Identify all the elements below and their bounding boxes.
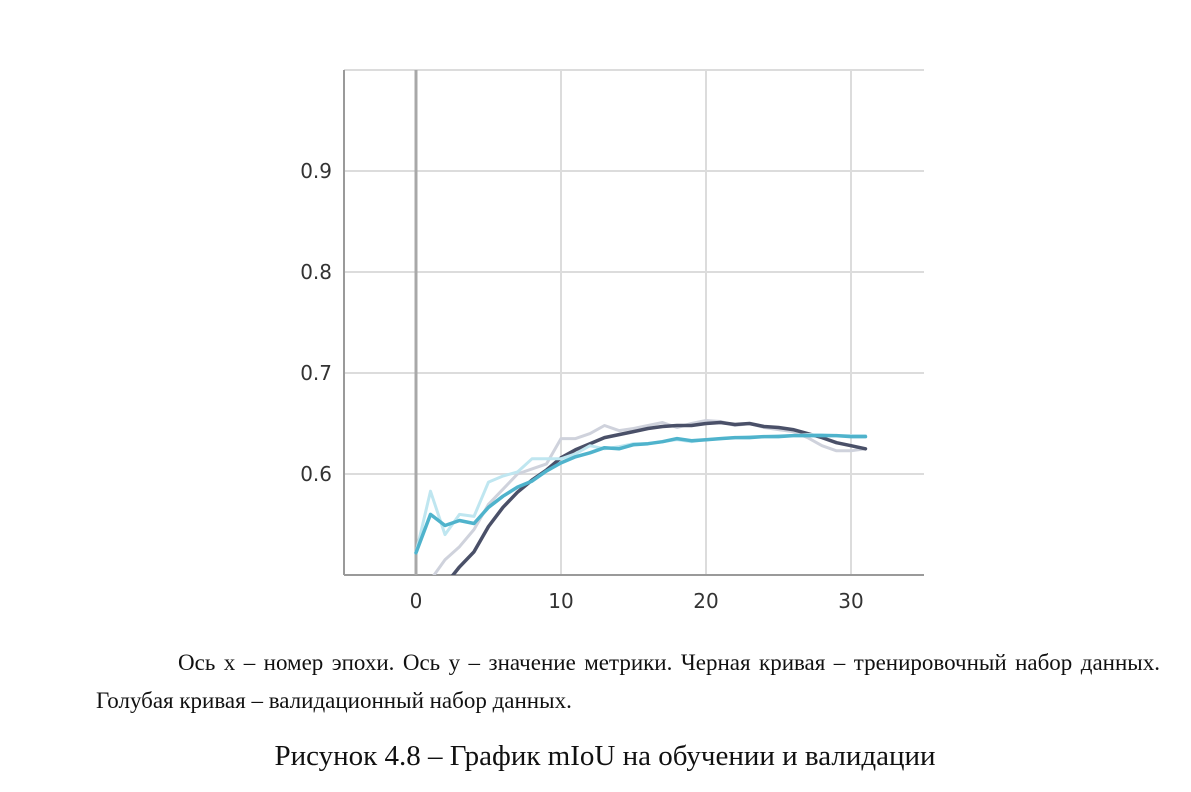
x-tick-label: 0 (410, 589, 423, 613)
axes (343, 70, 924, 576)
series-line-train (450, 420, 868, 575)
x-tick-label: 30 (838, 589, 863, 613)
y-tick-label: 0.6 (300, 462, 332, 486)
tick-labels: 0.6 0.7 0.8 0.9 0 10 20 30 (300, 159, 864, 613)
miou-chart: 0.6 0.7 0.8 0.9 0 10 20 30 (300, 69, 924, 613)
y-tick-label: 0.7 (300, 361, 332, 385)
figure-title: Рисунок 4.8 – График mIoU на обучении и … (274, 740, 936, 772)
grid (344, 69, 924, 575)
series-lines (414, 419, 868, 575)
figure-description: Ось x – номер эпохи. Ось y – значение ме… (96, 650, 1160, 713)
y-tick-label: 0.8 (300, 260, 332, 284)
x-tick-label: 10 (548, 589, 573, 613)
y-tick-label: 0.9 (300, 159, 332, 183)
series-line-val (414, 433, 868, 555)
series-line-train-raw (432, 419, 867, 575)
x-tick-label: 20 (693, 589, 718, 613)
